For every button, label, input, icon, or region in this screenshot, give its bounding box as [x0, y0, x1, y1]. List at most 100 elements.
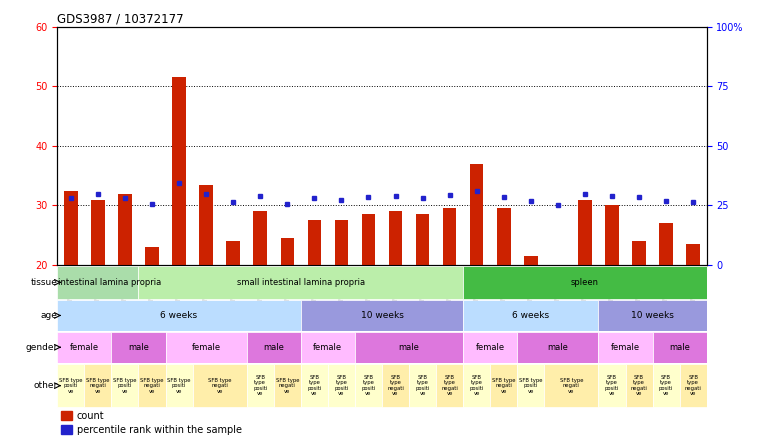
- Text: SFB
type
negati
ve: SFB type negati ve: [441, 375, 458, 396]
- Bar: [199, 185, 213, 265]
- Text: male: male: [548, 343, 568, 352]
- Bar: [686, 244, 700, 265]
- Text: female: female: [476, 343, 505, 352]
- Bar: [118, 194, 131, 265]
- Bar: [301, 300, 463, 331]
- Bar: [308, 220, 321, 265]
- Bar: [166, 332, 247, 362]
- Bar: [57, 332, 112, 362]
- Bar: [551, 265, 565, 322]
- Bar: [652, 332, 707, 362]
- Bar: [659, 223, 673, 265]
- Text: 6 weeks: 6 weeks: [160, 311, 198, 320]
- Text: SFB
type
positi
ve: SFB type positi ve: [307, 375, 322, 396]
- Bar: [463, 364, 490, 407]
- Bar: [355, 364, 382, 407]
- Bar: [112, 364, 138, 407]
- Bar: [490, 364, 517, 407]
- Bar: [598, 364, 626, 407]
- Bar: [301, 364, 328, 407]
- Bar: [60, 411, 73, 420]
- Text: SFB type
positi
ve: SFB type positi ve: [167, 378, 191, 393]
- Text: SFB
type
positi
ve: SFB type positi ve: [253, 375, 267, 396]
- Text: male: male: [264, 343, 284, 352]
- Bar: [226, 241, 240, 265]
- Text: percentile rank within the sample: percentile rank within the sample: [76, 425, 241, 435]
- Bar: [409, 364, 436, 407]
- Bar: [355, 332, 463, 362]
- Bar: [463, 300, 598, 331]
- Bar: [280, 238, 294, 265]
- Bar: [335, 220, 348, 265]
- Bar: [173, 77, 186, 265]
- Bar: [57, 300, 301, 331]
- Text: SFB type
negati
ve: SFB type negati ve: [560, 378, 583, 393]
- Bar: [254, 211, 267, 265]
- Text: SFB type
negati
ve: SFB type negati ve: [208, 378, 231, 393]
- Bar: [57, 266, 138, 299]
- Bar: [60, 425, 73, 434]
- Bar: [145, 247, 159, 265]
- Bar: [166, 364, 193, 407]
- Text: age: age: [41, 311, 58, 320]
- Text: SFB
type
positi
ve: SFB type positi ve: [470, 375, 484, 396]
- Bar: [517, 364, 545, 407]
- Text: SFB
type
positi
ve: SFB type positi ve: [659, 375, 673, 396]
- Bar: [361, 214, 375, 265]
- Text: female: female: [70, 343, 99, 352]
- Text: female: female: [313, 343, 342, 352]
- Text: SFB
type
positi
ve: SFB type positi ve: [361, 375, 376, 396]
- Text: SFB type
positi
ve: SFB type positi ve: [519, 378, 542, 393]
- Text: SFB type
negati
ve: SFB type negati ve: [86, 378, 110, 393]
- Bar: [64, 190, 78, 265]
- Text: spleen: spleen: [571, 278, 599, 287]
- Bar: [470, 164, 484, 265]
- Text: SFB type
negati
ve: SFB type negati ve: [492, 378, 516, 393]
- Bar: [112, 332, 166, 362]
- Text: large intestinal lamina propria: large intestinal lamina propria: [34, 278, 161, 287]
- Bar: [247, 332, 301, 362]
- Text: 6 weeks: 6 weeks: [512, 311, 549, 320]
- Text: SFB type
positi
ve: SFB type positi ve: [59, 378, 83, 393]
- Bar: [680, 364, 707, 407]
- Bar: [633, 241, 646, 265]
- Text: GDS3987 / 10372177: GDS3987 / 10372177: [57, 12, 184, 25]
- Text: male: male: [399, 343, 419, 352]
- Bar: [463, 332, 517, 362]
- Bar: [524, 256, 538, 265]
- Bar: [382, 364, 409, 407]
- Bar: [605, 206, 619, 265]
- Text: male: male: [128, 343, 149, 352]
- Bar: [328, 364, 355, 407]
- Bar: [443, 209, 456, 265]
- Text: SFB type
negati
ve: SFB type negati ve: [276, 378, 299, 393]
- Text: SFB
type
negati
ve: SFB type negati ve: [685, 375, 701, 396]
- Bar: [84, 364, 112, 407]
- Text: SFB type
positi
ve: SFB type positi ve: [113, 378, 137, 393]
- Text: SFB type
negati
ve: SFB type negati ve: [141, 378, 163, 393]
- Text: gender: gender: [25, 343, 58, 352]
- Bar: [247, 364, 274, 407]
- Bar: [57, 364, 84, 407]
- Text: SFB
type
negati
ve: SFB type negati ve: [387, 375, 404, 396]
- Bar: [652, 364, 680, 407]
- Text: SFB
type
positi
ve: SFB type positi ve: [416, 375, 430, 396]
- Bar: [463, 266, 707, 299]
- Text: tissue: tissue: [31, 278, 58, 287]
- Bar: [91, 199, 105, 265]
- Bar: [416, 214, 429, 265]
- Text: SFB
type
positi
ve: SFB type positi ve: [605, 375, 619, 396]
- Bar: [274, 364, 301, 407]
- Text: SFB
type
negati
ve: SFB type negati ve: [630, 375, 648, 396]
- Bar: [138, 364, 166, 407]
- Bar: [578, 199, 591, 265]
- Bar: [436, 364, 463, 407]
- Bar: [598, 300, 707, 331]
- Text: count: count: [76, 411, 105, 421]
- Text: other: other: [34, 381, 58, 390]
- Bar: [301, 332, 355, 362]
- Text: male: male: [669, 343, 690, 352]
- Text: 10 weeks: 10 weeks: [361, 311, 403, 320]
- Text: 10 weeks: 10 weeks: [631, 311, 674, 320]
- Bar: [517, 332, 598, 362]
